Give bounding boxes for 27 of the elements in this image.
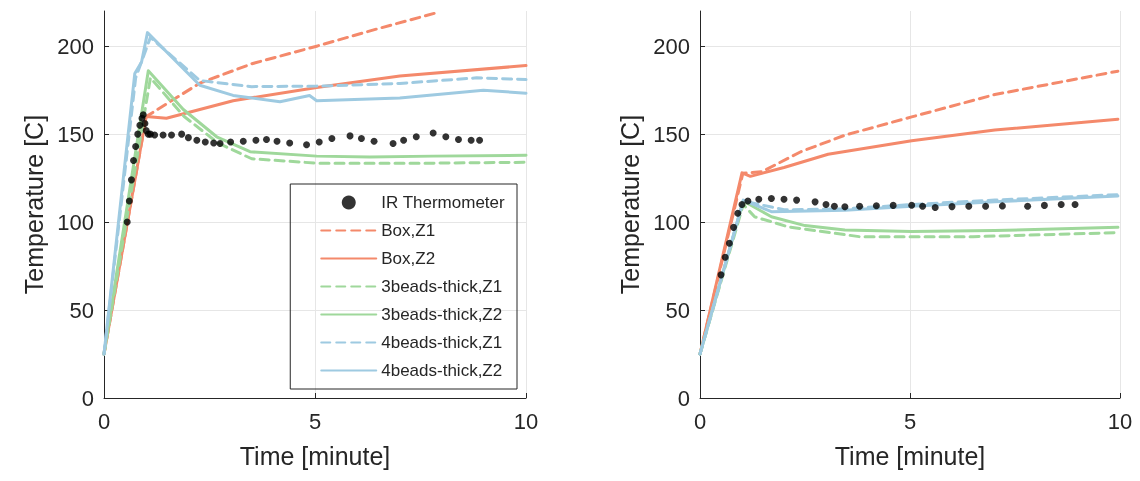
x-axis-title: Time [minute] [834, 441, 986, 470]
y-tick-label: 0 [81, 385, 94, 411]
y-tick-label: 200 [57, 33, 94, 59]
x-tick-label: 10 [1107, 408, 1133, 434]
x-tick-label: 0 [693, 408, 707, 434]
x-tick-label: 5 [903, 408, 917, 434]
y-tick-label: 0 [677, 385, 690, 411]
x-tick-label: 0 [97, 408, 111, 434]
x-tick-label: 5 [308, 408, 322, 434]
y-tick-label: 50 [665, 297, 690, 323]
y-axis-title: Temperature [C] [19, 114, 48, 295]
x-tick-label: 10 [513, 408, 539, 434]
y-tick-label: 200 [653, 33, 690, 59]
legend-label: 4beads-thick,Z2 [381, 361, 503, 380]
y-tick-label: 100 [57, 209, 94, 235]
y-tick-label: 150 [57, 121, 94, 147]
legend-label: 3beads-thick,Z1 [381, 277, 503, 296]
legend-label: IR Thermometer [381, 193, 506, 212]
legend-label: Box,Z2 [381, 249, 436, 268]
x-axis-title: Time [minute] [239, 441, 391, 470]
y-tick-label: 50 [69, 297, 94, 323]
legend-label: 4beads-thick,Z1 [381, 333, 503, 352]
y-tick-label: 150 [653, 121, 690, 147]
y-axis-title: Temperature [C] [615, 114, 644, 295]
y-tick-label: 100 [653, 209, 690, 235]
legend-label: Box,Z1 [381, 221, 436, 240]
legend-label: 3beads-thick,Z2 [381, 305, 503, 324]
